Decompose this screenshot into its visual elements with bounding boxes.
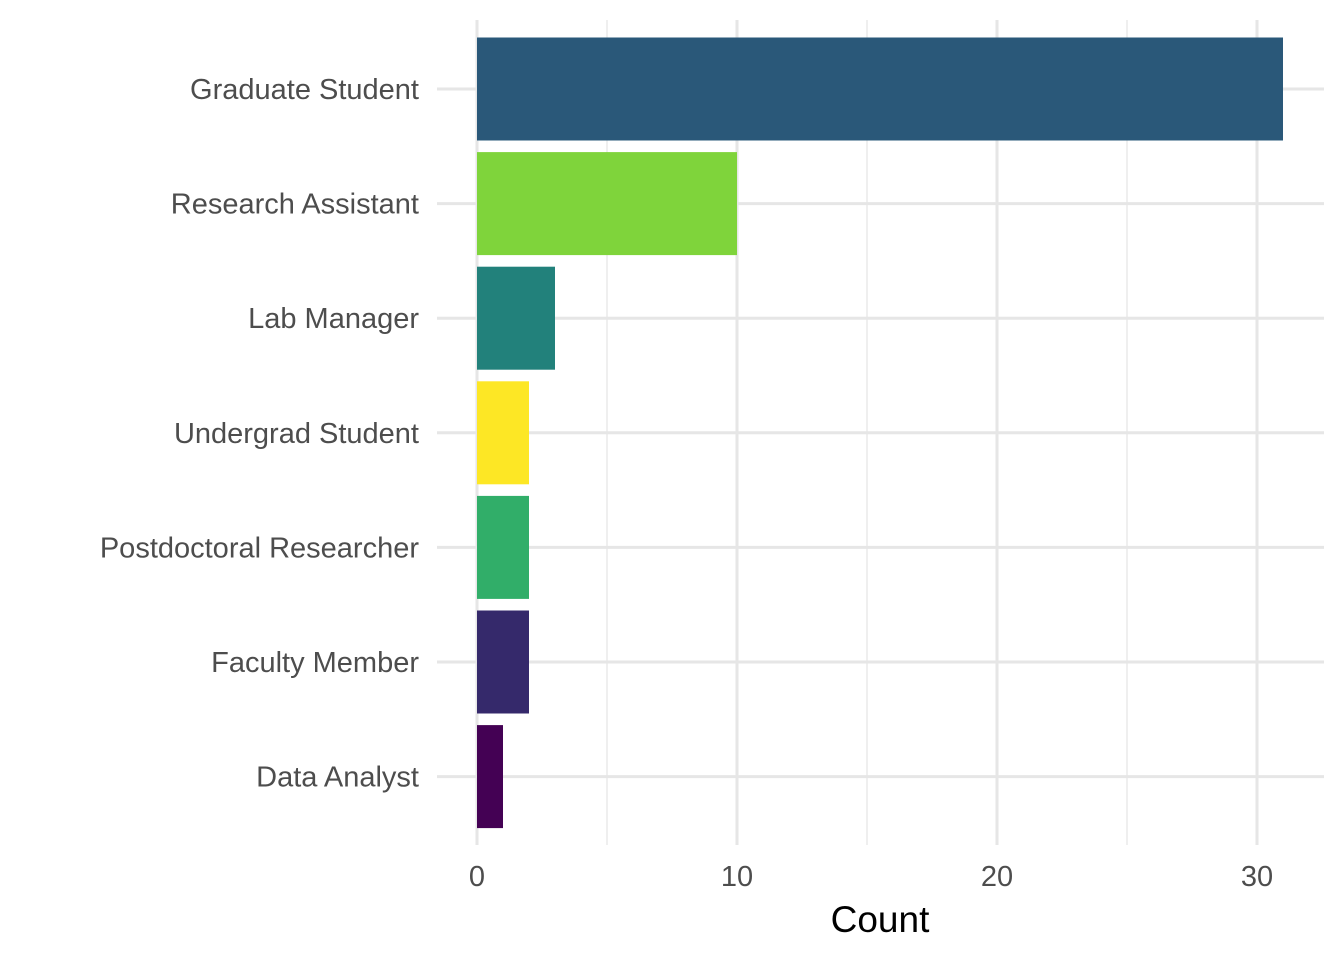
y-tick-label: Postdoctoral Researcher xyxy=(100,532,419,564)
grid xyxy=(437,20,1324,845)
x-tick-label: 20 xyxy=(981,861,1013,893)
y-axis-tick-labels: Graduate Student Research Assistant Lab Ma… xyxy=(100,74,419,794)
bar xyxy=(477,610,529,714)
bar xyxy=(477,381,529,485)
y-tick-label: Graduate Student xyxy=(190,74,419,106)
bar xyxy=(477,495,529,599)
bar xyxy=(477,725,503,829)
x-axis-title: Count xyxy=(831,899,930,940)
bar xyxy=(477,152,737,256)
x-tick-label: 10 xyxy=(721,861,753,893)
y-tick-label: Faculty Member xyxy=(211,647,419,679)
y-tick-label: Lab Manager xyxy=(248,303,419,335)
bar xyxy=(477,37,1283,141)
bar xyxy=(477,266,555,370)
x-tick-label: 0 xyxy=(469,861,485,893)
y-tick-label: Undergrad Student xyxy=(174,418,419,450)
x-axis-tick-labels: 0 10 20 30 xyxy=(469,861,1273,893)
y-tick-label: Data Analyst xyxy=(256,762,419,794)
y-tick-label: Research Assistant xyxy=(171,189,419,221)
bars xyxy=(477,37,1283,829)
x-tick-label: 30 xyxy=(1241,861,1273,893)
